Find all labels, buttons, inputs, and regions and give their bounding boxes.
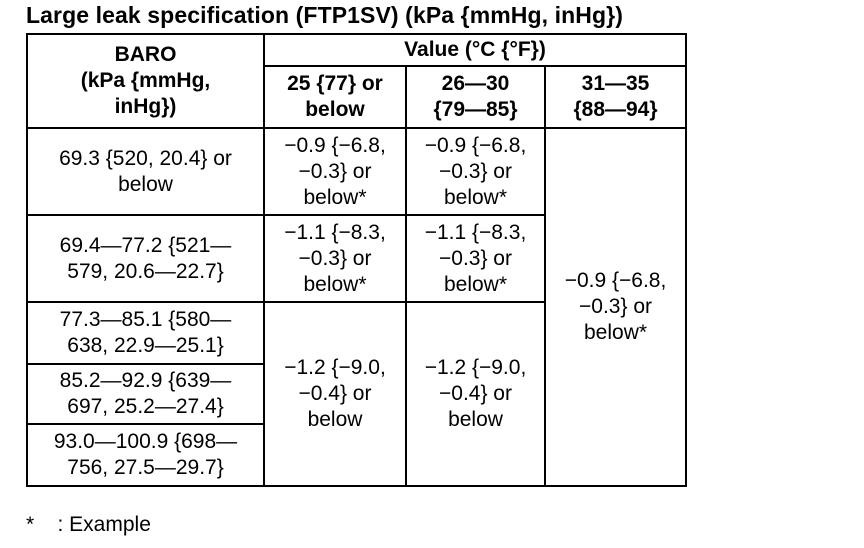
value-cell: −1.1 {−8.3, −0.3} or below*	[263, 214, 407, 303]
value-cell: −1.2 {−9.0, −0.4} or below	[405, 301, 546, 487]
leak-spec-table: BARO (kPa {mmHg, inHg}) Value (°C {°F}) …	[26, 33, 688, 487]
value-cell: −1.2 {−9.0, −0.4} or below	[263, 301, 407, 487]
baro-header: BARO (kPa {mmHg, inHg})	[26, 33, 265, 129]
baro-range-cell: 69.3 {520, 20.4} or below	[26, 127, 265, 216]
baro-range-cell: 85.2—92.9 {639— 697, 25.2—27.4}	[26, 363, 265, 425]
value-group-header: Value (°C {°F})	[262, 33, 688, 67]
value-cell: −0.9 {−6.8, −0.3} or below*	[263, 127, 407, 216]
baro-range-cell: 69.4—77.2 {521— 579, 20.6—22.7}	[26, 214, 265, 303]
value-cell: −0.9 {−6.8, −0.3} or below*	[405, 127, 546, 216]
temp-col-header-1: 25 {77} or below	[263, 65, 407, 129]
value-cell: −1.1 {−8.3, −0.3} or below*	[405, 214, 546, 303]
temp-col-header-3: 31—35 {88—94}	[543, 65, 688, 129]
baro-range-cell: 77.3—85.1 {580— 638, 22.9—25.1}	[26, 301, 265, 365]
value-cell: −0.9 {−6.8, −0.3} or below*	[543, 127, 688, 487]
baro-range-cell: 93.0—100.9 {698— 756, 27.5—29.7}	[26, 423, 265, 487]
temp-col-header-2: 26—30 {79—85}	[405, 65, 546, 129]
page-title: Large leak specification (FTP1SV) (kPa {…	[26, 2, 623, 28]
footnote: * : Example	[26, 513, 151, 536]
